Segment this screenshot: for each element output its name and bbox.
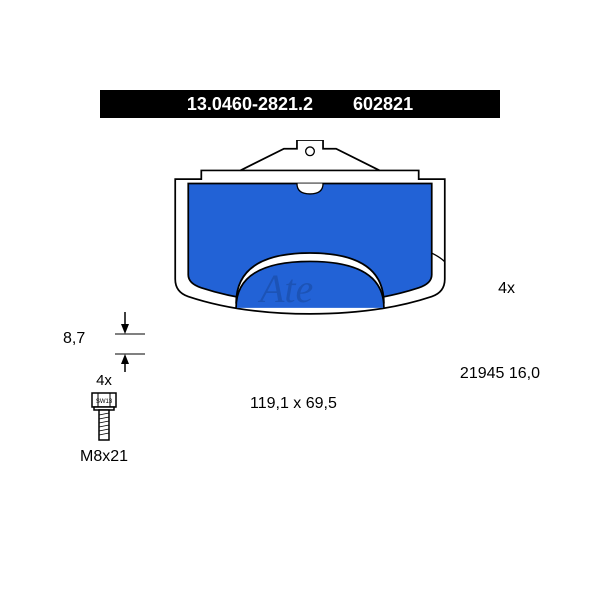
wva-code: 21945 16,0 (460, 365, 540, 383)
bolt-spec: M8x21 (80, 448, 128, 466)
dimension-gap: 8,7 (63, 330, 85, 348)
header-bar: 13.0460-2821.2 602821 (100, 90, 500, 118)
bolt-icon: SW13 (84, 391, 124, 446)
watermark-logo: Ate (260, 265, 313, 312)
bolt-hex-label: SW13 (96, 399, 113, 405)
quantity-label: 4x (498, 280, 515, 298)
short-code: 602821 (353, 94, 413, 115)
bolt-group: 4x SW13 M8x21 (80, 372, 128, 466)
dimension-width-height: 119,1 x 69,5 (250, 395, 337, 413)
part-number: 13.0460-2821.2 (187, 94, 313, 115)
dimension-arrow-gap (95, 312, 145, 372)
bolt-count: 4x (96, 372, 112, 389)
